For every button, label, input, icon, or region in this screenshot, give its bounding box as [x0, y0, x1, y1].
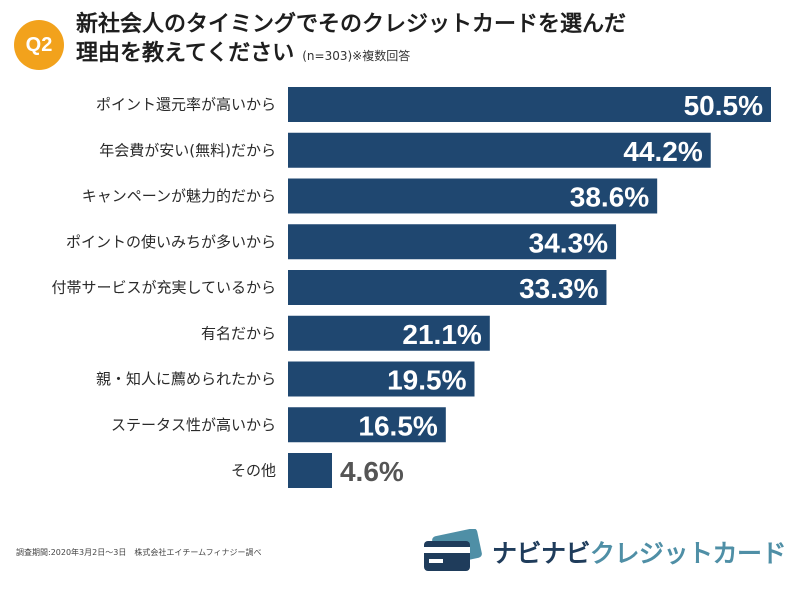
brand-logo: ナビナビクレジットカード — [420, 527, 790, 577]
category-label: 付帯サービスが充実しているから — [51, 279, 276, 297]
survey-note: 調査期間:2020年3月2日〜3日 株式会社エイチームフィナジー調べ — [16, 548, 262, 557]
question-badge: Q2 — [14, 20, 64, 70]
value-label: 19.5% — [387, 365, 466, 396]
value-label: 4.6% — [340, 456, 404, 487]
bar-chart: ポイント還元率が高いから 50.5% 年会費が安い(無料)だから 44.2% キャンペー… — [0, 80, 800, 490]
title-line-2: 理由を教えてください — [76, 41, 295, 66]
bar-chart-svg: ポイント還元率が高いから 50.5% 年会費が安い(無料)だから 44.2% キャンペー… — [51, 87, 771, 488]
bar — [288, 453, 332, 488]
value-label: 16.5% — [358, 410, 437, 441]
bar — [288, 315, 490, 351]
sample-note: (n=303)※複数回答 — [302, 49, 411, 63]
brand-name-part-2: クレジットカード — [590, 539, 787, 568]
bar — [288, 361, 475, 397]
category-label: 年会費が安い(無料)だから — [99, 141, 276, 159]
bar — [288, 270, 607, 305]
category-label: その他 — [231, 462, 276, 480]
category-label: ポイント還元率が高いから — [96, 96, 276, 114]
title-line-1: 新社会人のタイミングでそのクレジットカードを選んだ — [76, 12, 627, 37]
bar — [288, 178, 658, 214]
category-label: キャンペーンが魅力的だから — [82, 187, 276, 205]
brand-name-part-1: ナビナビ — [492, 539, 591, 568]
value-label: 34.3% — [529, 227, 608, 258]
value-label: 33.3% — [519, 273, 598, 304]
value-label: 21.1% — [402, 319, 481, 350]
category-label: ポイントの使いみちが多いから — [66, 233, 276, 251]
category-label: 有名だから — [201, 324, 276, 342]
value-label: 50.5% — [684, 90, 763, 121]
bar — [288, 224, 617, 260]
credit-card-icon — [424, 529, 482, 571]
chart-title: 新社会人のタイミングでそのクレジットカードを選んだ 理由を教えてください (n=3… — [76, 10, 792, 71]
value-label: 38.6% — [570, 182, 649, 213]
header: Q2 新社会人のタイミングでそのクレジットカードを選んだ 理由を教えてください (… — [0, 0, 800, 80]
brand-name: ナビナビクレジットカード — [492, 534, 787, 570]
bar — [288, 132, 711, 168]
bar — [288, 87, 771, 122]
bar — [288, 407, 446, 443]
category-label: 親・知人に薦められたから — [96, 370, 276, 388]
value-label: 44.2% — [623, 136, 702, 167]
title-line-2-row: 理由を教えてください (n=303)※複数回答 — [76, 39, 792, 71]
category-label: ステータス性が高いから — [111, 416, 276, 434]
